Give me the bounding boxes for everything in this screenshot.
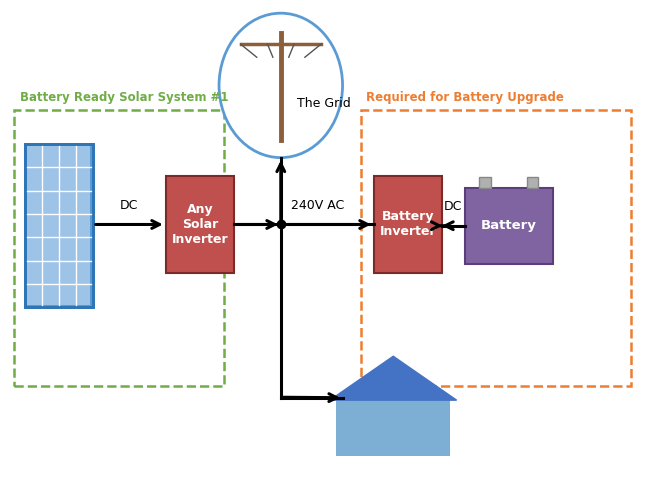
FancyBboxPatch shape (337, 400, 450, 456)
Ellipse shape (219, 13, 343, 158)
Text: The Grid: The Grid (297, 97, 351, 110)
FancyBboxPatch shape (166, 176, 234, 273)
FancyBboxPatch shape (479, 177, 491, 188)
Text: Battery Ready Solar System #1: Battery Ready Solar System #1 (20, 91, 228, 104)
Text: 240V AC: 240V AC (291, 199, 344, 212)
FancyBboxPatch shape (374, 176, 442, 273)
FancyBboxPatch shape (465, 188, 552, 264)
Text: Battery: Battery (481, 219, 536, 232)
Text: Battery
Inverter: Battery Inverter (380, 210, 436, 239)
Polygon shape (330, 356, 456, 400)
Text: DC: DC (444, 201, 463, 214)
Text: DC: DC (120, 199, 138, 212)
FancyBboxPatch shape (25, 144, 93, 307)
Text: Required for Battery Upgrade: Required for Battery Upgrade (366, 91, 564, 104)
FancyBboxPatch shape (526, 177, 538, 188)
FancyBboxPatch shape (27, 146, 90, 305)
Text: Any
Solar
Inverter: Any Solar Inverter (172, 203, 228, 246)
